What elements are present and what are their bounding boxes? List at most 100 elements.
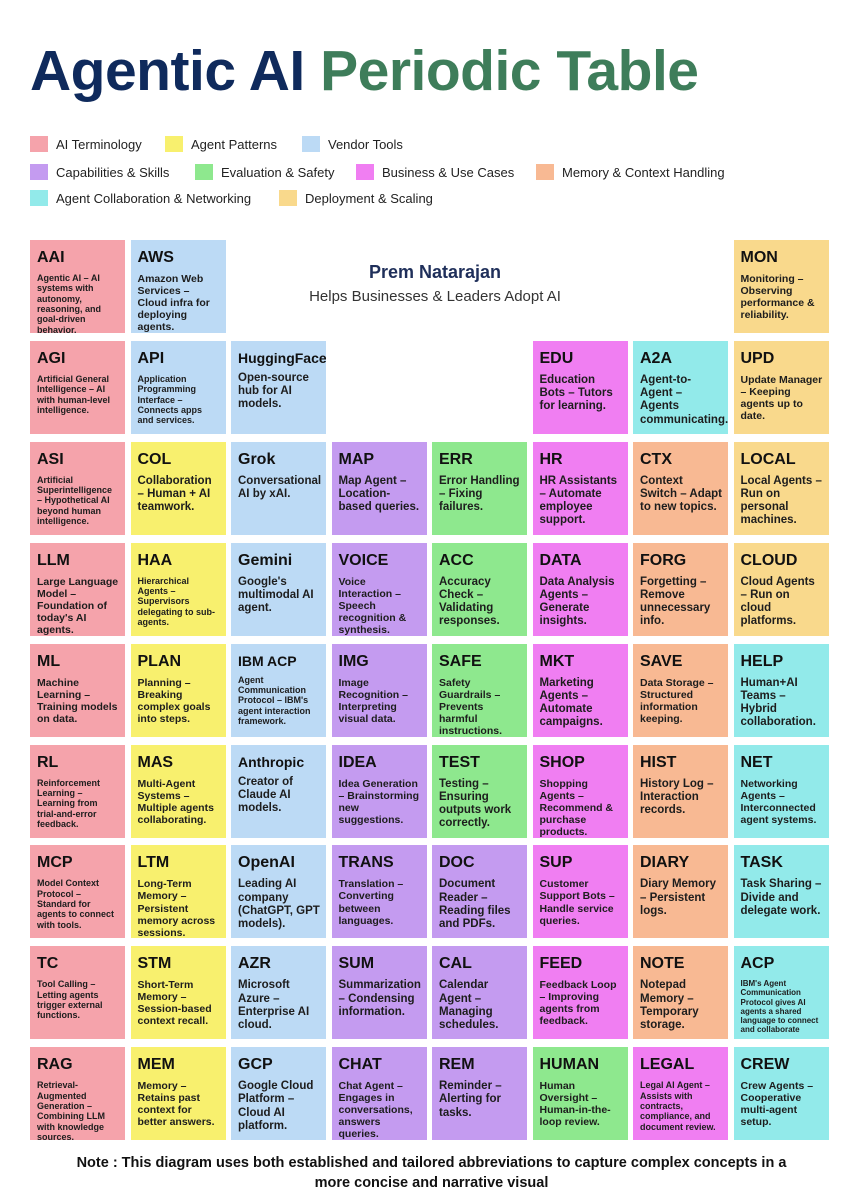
element-description: Open-source hub for AI models. bbox=[238, 371, 309, 411]
element-cell: ERR Error Handling – Fixing failures. bbox=[432, 441, 527, 535]
element-description: Collaboration – Human + AI teamwork. bbox=[137, 474, 212, 514]
element-symbol: LOCAL bbox=[740, 450, 796, 468]
element-cell: LOCAL Local Agents – Run on personal mach… bbox=[733, 441, 829, 535]
element-cell: STM Short-Term Memory – Session-based con… bbox=[130, 946, 226, 1040]
element-symbol: TC bbox=[37, 955, 59, 973]
element-symbol: AZR bbox=[238, 955, 271, 973]
element-cell: MEM Memory – Retains past context for bet… bbox=[130, 1047, 226, 1141]
element-cell: EDU Education Bots – Tutors for learning. bbox=[532, 340, 628, 434]
element-symbol: RL bbox=[37, 753, 59, 771]
element-description: Customer Support Bots – Handle service q… bbox=[539, 878, 615, 927]
element-symbol: HELP bbox=[740, 652, 784, 670]
element-description: Update Manager – Keeping agents up to da… bbox=[740, 373, 823, 423]
element-symbol: CTX bbox=[640, 450, 672, 468]
legend-label: Capabilities & Skills bbox=[56, 164, 170, 180]
element-symbol: NET bbox=[740, 753, 773, 771]
element-cell: MKT Marketing Agents – Automate campaigns… bbox=[532, 643, 628, 737]
element-description: Data Storage – Structured information ke… bbox=[640, 676, 714, 725]
element-cell: Anthropic Creator of Claude AI models. bbox=[231, 744, 326, 838]
element-cell: ACP IBM's Agent Communication Protocol gi… bbox=[733, 946, 829, 1040]
element-symbol: HIST bbox=[640, 753, 677, 771]
element-cell: NOTE Notepad Memory – Temporary storage. bbox=[633, 946, 728, 1040]
element-cell: SUP Customer Support Bots – Handle servic… bbox=[532, 845, 628, 939]
element-description: Idea Generation – Brainstorming new sugg… bbox=[338, 777, 420, 826]
element-description: HR Assistants – Automate employee suppor… bbox=[539, 474, 618, 527]
element-symbol: LTM bbox=[137, 854, 170, 872]
element-symbol: NOTE bbox=[640, 955, 685, 973]
element-description: Marketing Agents – Automate campaigns. bbox=[539, 676, 603, 729]
element-description: IBM's Agent Communication Protocol gives… bbox=[740, 979, 819, 1035]
element-description: Human Oversight – Human-in-the-loop revi… bbox=[539, 1080, 611, 1129]
element-description: Large Language Model – Foundation of tod… bbox=[37, 575, 119, 636]
legend-label: Agent Collaboration & Networking bbox=[56, 190, 252, 206]
element-cell: TASK Task Sharing – Divide and delegate w… bbox=[733, 845, 829, 939]
element-description: Context Switch – Adapt to new topics. bbox=[640, 474, 722, 514]
element-description: Summarization – Condensing information. bbox=[338, 979, 421, 1018]
element-description: Tool Calling – Letting agents trigger ex… bbox=[37, 979, 103, 1021]
element-symbol: IMG bbox=[338, 652, 369, 670]
element-description: Hierarchical Agents – Supervisors delega… bbox=[137, 575, 216, 628]
legend-swatch bbox=[30, 190, 48, 206]
element-symbol: DIARY bbox=[640, 854, 690, 872]
element-cell: REM Reminder – Alerting for tasks. bbox=[432, 1047, 527, 1141]
legend-label: Agent Patterns bbox=[191, 136, 277, 152]
element-symbol: MAP bbox=[338, 450, 375, 468]
element-symbol: MKT bbox=[539, 652, 575, 670]
element-symbol: MON bbox=[740, 249, 778, 266]
element-symbol: HR bbox=[539, 450, 563, 468]
element-description: Artificial General Intelligence – AI wit… bbox=[37, 373, 111, 415]
element-description: Leading AI company (ChatGPT, GPT models)… bbox=[238, 878, 320, 931]
element-cell: MAP Map Agent – Location-based queries. bbox=[331, 441, 427, 535]
element-symbol: FORG bbox=[640, 551, 687, 569]
element-symbol: IBM ACP bbox=[238, 652, 297, 669]
element-symbol: OpenAI bbox=[238, 854, 295, 872]
element-cell: LLM Large Language Model – Foundation of … bbox=[30, 542, 125, 636]
element-cell: UPD Update Manager – Keeping agents up to… bbox=[733, 340, 829, 434]
element-symbol: STM bbox=[137, 955, 172, 973]
element-cell: SAFE Safety Guardrails – Prevents harmful… bbox=[432, 643, 527, 737]
element-cell: AZR Microsoft Azure – Enterprise AI cloud… bbox=[231, 946, 326, 1040]
element-cell: PLAN Planning – Breaking complex goals in… bbox=[130, 643, 226, 737]
element-cell: COL Collaboration – Human + AI teamwork. bbox=[130, 441, 226, 535]
element-symbol: ERR bbox=[439, 450, 473, 468]
element-description: Model Context Protocol – Standard for ag… bbox=[37, 878, 115, 930]
element-cell: MCP Model Context Protocol – Standard for… bbox=[30, 845, 125, 939]
element-cell: GCP Google Cloud Platform – Cloud AI plat… bbox=[231, 1047, 326, 1141]
element-cell: TEST Testing – Ensuring outputs work corr… bbox=[432, 744, 527, 838]
element-symbol: DATA bbox=[539, 551, 582, 569]
element-symbol: RAG bbox=[37, 1056, 73, 1074]
author-name: Prem Natarajan bbox=[368, 262, 502, 282]
element-cell: NET Networking Agents – Interconnected ag… bbox=[733, 744, 829, 838]
element-cell: IMG Image Recognition – Interpreting visu… bbox=[331, 643, 427, 737]
element-description: Creator of Claude AI models. bbox=[238, 775, 293, 814]
legend-item: AI Terminology bbox=[30, 136, 142, 152]
element-symbol: GCP bbox=[238, 1056, 273, 1074]
element-description: Testing – Ensuring outputs work correctl… bbox=[439, 777, 512, 830]
element-symbol: SUP bbox=[539, 854, 573, 872]
footnote: Note : This diagram uses both establishe… bbox=[76, 1155, 787, 1192]
element-cell: IBM ACP Agent Communication Protocol – IB… bbox=[231, 643, 326, 737]
element-symbol: HuggingFace bbox=[238, 349, 326, 366]
legend-item: Agent Collaboration & Networking bbox=[30, 190, 251, 206]
element-cell: CTX Context Switch – Adapt to new topics. bbox=[633, 441, 728, 535]
element-description: Forgetting – Remove unnecessary info. bbox=[640, 575, 711, 628]
legend-item: Memory & Context Handling bbox=[536, 164, 725, 180]
legend-swatch bbox=[195, 164, 213, 180]
element-symbol: API bbox=[137, 349, 165, 367]
element-cell: FEED Feedback Loop – Improving agents fro… bbox=[532, 946, 628, 1040]
element-description: Planning – Breaking complex goals into s… bbox=[137, 676, 211, 725]
element-symbol: ML bbox=[37, 652, 61, 670]
element-description: Agent Communication Protocol – IBM's age… bbox=[238, 674, 311, 726]
element-cell: ACC Accuracy Check – Validating responses… bbox=[432, 542, 527, 636]
element-description: Accuracy Check – Validating responses. bbox=[439, 575, 500, 628]
element-symbol: DOC bbox=[439, 854, 475, 872]
element-description: Networking Agents – Interconnected agent… bbox=[740, 777, 817, 826]
element-description: Memory – Retains past context for better… bbox=[137, 1080, 215, 1129]
element-description: Image Recognition – Interpreting visual … bbox=[338, 676, 408, 725]
legend-label: Evaluation & Safety bbox=[221, 164, 335, 180]
element-symbol: CAL bbox=[439, 955, 472, 973]
element-cell: SHOP Shopping Agents – Recommend & purcha… bbox=[532, 744, 628, 838]
element-symbol: Gemini bbox=[238, 551, 293, 569]
element-description: Agent-to-Agent – Agents communicating. bbox=[640, 373, 728, 426]
element-description: Calendar Agent – Managing schedules. bbox=[439, 979, 499, 1031]
